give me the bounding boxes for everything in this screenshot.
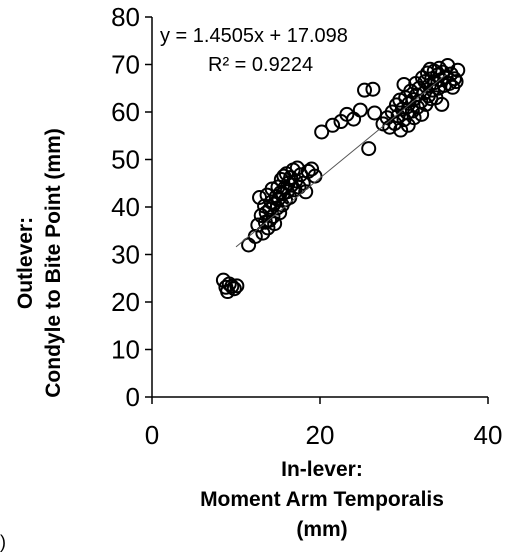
data-point	[314, 124, 330, 140]
y-axis-title-line: Outlever:	[14, 217, 37, 309]
y-tick-label: 60	[111, 97, 140, 127]
data-point	[272, 205, 288, 221]
x-tick-label: 0	[145, 420, 159, 450]
y-tick-label: 50	[111, 145, 140, 175]
data-point	[367, 105, 383, 121]
data-point	[304, 161, 320, 177]
stray-text: )	[0, 532, 6, 552]
data-point	[226, 281, 242, 297]
x-tick-label: 20	[306, 420, 335, 450]
data-points	[215, 57, 466, 300]
data-point	[448, 74, 464, 90]
x-axis-title-line: (mm)	[296, 518, 347, 541]
data-point	[417, 74, 433, 90]
trendline	[235, 74, 447, 248]
y-axis-title-line: Condyle to Bite Point (mm)	[42, 128, 65, 398]
y-tick-label: 80	[111, 2, 140, 32]
data-point	[450, 62, 466, 78]
x-axis-title-line: In-lever:	[281, 458, 363, 481]
y-tick-label: 0	[126, 382, 140, 412]
data-point	[406, 110, 422, 126]
data-point	[325, 117, 341, 133]
y-tick-label: 40	[111, 192, 140, 222]
y-tick-label: 10	[111, 335, 140, 365]
data-point	[365, 81, 381, 97]
data-point	[434, 96, 450, 112]
data-point	[357, 82, 373, 98]
trendline-group	[235, 74, 447, 248]
data-point	[298, 184, 314, 200]
data-point	[361, 141, 377, 157]
data-point	[221, 276, 237, 292]
data-point	[352, 102, 368, 118]
data-point	[441, 76, 457, 91]
x-tick-label: 40	[474, 420, 503, 450]
y-tick-label: 20	[111, 287, 140, 317]
data-point	[229, 278, 245, 294]
r-squared-label: R² = 0.9224	[208, 54, 313, 76]
axes	[145, 16, 489, 404]
y-tick-label: 70	[111, 50, 140, 80]
y-tick-label: 30	[111, 240, 140, 270]
data-point	[414, 106, 430, 122]
data-point	[255, 225, 271, 241]
trendline-equation: y = 1.4505x + 17.098	[160, 25, 348, 47]
labels: 0 10 20 30 40 50 60 70 80 0 20 40 In-lever: Moment Ar…	[14, 2, 502, 541]
x-axis-title-line: Moment Arm Temporalis	[200, 488, 444, 511]
data-point	[224, 278, 240, 294]
data-point	[393, 122, 409, 138]
